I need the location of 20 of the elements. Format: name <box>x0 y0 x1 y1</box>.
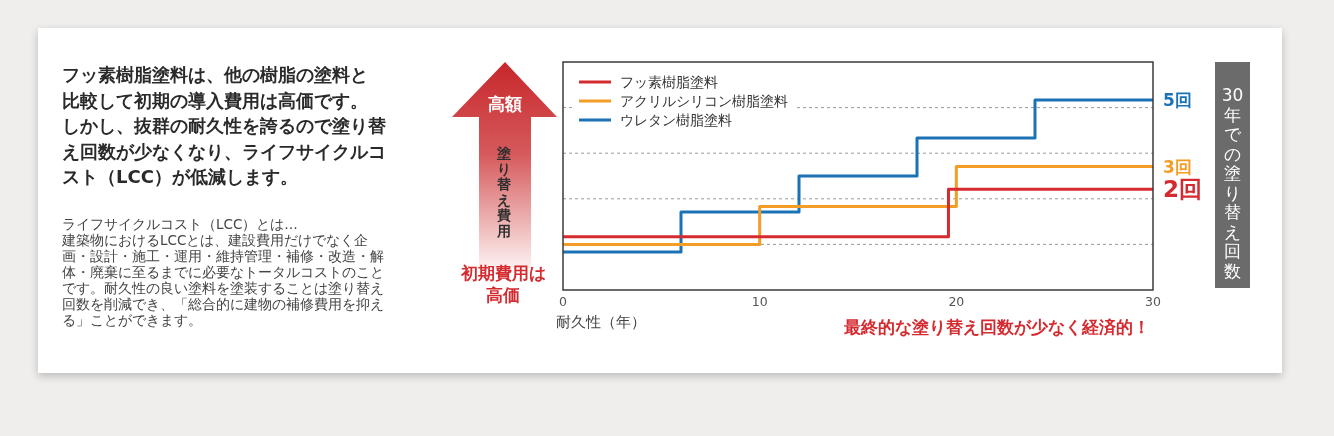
y2label: 30年での塗り替え回数 <box>1215 62 1250 288</box>
x-tick-label: 30 <box>1145 293 1161 309</box>
legend-label: ウレタン樹脂塗料 <box>620 112 732 128</box>
x-tick-label: 0 <box>559 293 568 309</box>
annotation: 5回 <box>1163 90 1192 110</box>
subtitle: しかし、抜群の耐久性を誇るので塗り替え回数が少なくなり、ライフサイクルコスト（LCC）が低減します。 <box>62 114 387 189</box>
legend-label: アクリルシリコン樹脂塗料 <box>620 93 788 109</box>
annotation: 建築物におけるLCCとは、建設費用だけでなく企画・設計・施工・運用・維持管理・補修・改造・解体・廃棄に至るまでに必要なトータルコストのことです。耐久性の良い塗料を塗装することは塗り替え回数を削減でき、「総合的に建物の補修費用を抑える」ことができます。 <box>62 232 384 328</box>
annotation: 初期費用は高価 <box>459 262 547 306</box>
annotation: 2回 <box>1163 176 1202 203</box>
annotation: 高額 <box>487 93 523 116</box>
x-tick-label: 10 <box>751 293 768 309</box>
title: フッ素樹脂塗料は、他の樹脂の塗料と比較して初期の導入費用は高価です。 <box>62 63 369 113</box>
x-tick-label: 20 <box>948 293 965 309</box>
xlabel: 耐久性（年） <box>556 313 646 332</box>
legend-label: フッ素樹脂塗料 <box>620 74 718 90</box>
ylabel: 塗り替え費用 <box>495 146 512 239</box>
annotation: ライフサイクルコスト（LCC）とは… <box>62 216 299 232</box>
annotation: 3回 <box>1163 156 1192 177</box>
annotation: 最終的な塗り替え回数が少なく経済的！ <box>843 316 1150 339</box>
